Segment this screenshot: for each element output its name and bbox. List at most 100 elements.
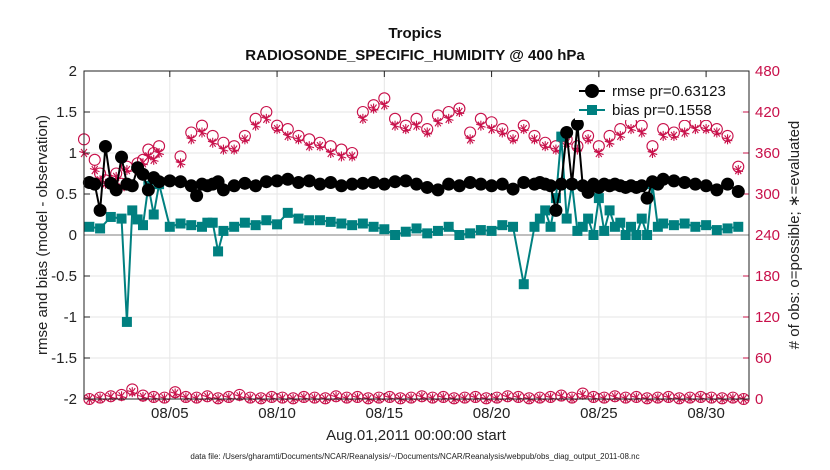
rmse-point: [549, 203, 563, 217]
x-tick-label: 08/20: [473, 405, 511, 422]
rmse-point: [270, 174, 284, 188]
bias-point: [314, 215, 325, 226]
x-tick-label: 08/30: [687, 405, 725, 422]
obs-evaluated-point: [733, 165, 744, 176]
obs-evaluated-point: [663, 392, 674, 403]
obs-evaluated-point: [282, 130, 293, 141]
obs-evaluated-point: [293, 134, 304, 145]
bias-point: [84, 221, 95, 232]
rmse-point: [688, 177, 702, 191]
obs-evaluated-point: [261, 113, 272, 124]
rmse-point: [560, 126, 574, 139]
bias-point: [95, 223, 106, 234]
x-tick-label: 08/15: [366, 405, 404, 422]
rmse-point: [377, 177, 391, 191]
bias-point: [116, 213, 127, 224]
bias-point: [465, 228, 476, 239]
rmse-point: [485, 179, 499, 193]
bias-point: [609, 221, 620, 232]
bias-point: [132, 214, 143, 225]
y2-axis-label: # of obs: o=possible; ∗=evaluated: [786, 121, 803, 350]
bias-point: [218, 225, 229, 236]
bias-point: [652, 221, 663, 232]
bias-point: [711, 225, 722, 236]
rmse-point: [640, 191, 654, 205]
obs-evaluated-point: [518, 124, 529, 135]
obs-evaluated-point: [170, 388, 181, 399]
rmse-point: [184, 179, 198, 193]
obs-evaluated-point: [374, 393, 384, 404]
obs-evaluated-point: [277, 393, 288, 404]
bias-point: [261, 215, 272, 226]
obs-evaluated-point: [636, 127, 647, 138]
rmse-point: [721, 177, 735, 191]
obs-evaluated-point: [331, 391, 341, 402]
obs-evaluated-point: [465, 134, 476, 145]
obs-evaluated-point: [647, 148, 658, 158]
rmse-point: [216, 183, 230, 197]
obs-evaluated-point: [148, 154, 159, 165]
legend-rmse-marker: [585, 84, 599, 98]
bias-point: [518, 279, 529, 290]
bias-point: [550, 193, 561, 204]
bias-point: [250, 220, 261, 231]
obs-evaluated-point: [218, 144, 229, 155]
legend-bias-marker: [587, 105, 597, 115]
obs-evaluated-point: [223, 392, 234, 403]
obs-evaluated-point: [722, 134, 733, 145]
legend-box: [575, 78, 741, 120]
x-tick-label: 08/10: [258, 405, 296, 422]
x-tick-label: 08/25: [580, 405, 618, 422]
bias-point: [137, 220, 148, 231]
obs-evaluated-point: [175, 158, 186, 169]
bias-point: [599, 225, 610, 236]
bias-point: [636, 213, 647, 224]
bias-point: [175, 218, 186, 229]
rmse-point: [227, 179, 241, 193]
bias-point: [213, 246, 224, 257]
bias-point: [572, 225, 583, 236]
obs-evaluated-point: [658, 130, 669, 141]
bias-point: [679, 218, 690, 229]
rmse-point: [431, 183, 445, 197]
rmse-point: [410, 177, 423, 191]
rmse-point: [420, 180, 434, 194]
y2-tick-label: 420: [755, 104, 780, 121]
bias-point: [583, 213, 594, 224]
y2-tick-label: 120: [755, 309, 780, 326]
x-axis-label: Aug.01,2011 00:00:00 start: [326, 427, 507, 444]
bias-point: [733, 221, 744, 232]
rmse-point: [249, 179, 263, 193]
obs-evaluated-point: [89, 165, 100, 176]
rmse-point: [463, 176, 477, 190]
bias-point: [357, 218, 368, 229]
rmse-point: [710, 183, 724, 197]
rmse-point: [667, 174, 681, 188]
rmse-point: [570, 117, 584, 131]
bias-point: [722, 223, 733, 234]
obs-evaluated-point: [416, 391, 427, 402]
obs-evaluated-point: [604, 137, 615, 148]
obs-evaluated-point: [615, 130, 626, 141]
obs-evaluated-point: [127, 387, 138, 398]
bias-point: [422, 228, 433, 239]
y-tick-label: 0: [69, 227, 77, 244]
bias-point: [229, 221, 240, 232]
legend-rmse-label: rmse pr=0.63123: [612, 83, 726, 100]
bias-point: [148, 209, 159, 220]
y-axis-label: rmse and bias (model - observation): [34, 115, 51, 355]
bias-point: [411, 223, 422, 234]
bias-point: [325, 216, 336, 227]
obs-evaluated-point: [422, 127, 433, 138]
bias-point: [475, 225, 486, 236]
obs-evaluated-point: [411, 120, 422, 131]
rmse-point: [544, 179, 558, 193]
bias-point: [556, 131, 567, 142]
rmse-point: [152, 175, 166, 189]
rmse-point: [136, 167, 150, 181]
obs-evaluated-point: [433, 117, 443, 128]
bias-point: [626, 221, 637, 232]
obs-evaluated-point: [154, 148, 165, 158]
obs-evaluated-point: [486, 124, 497, 135]
obs-evaluated-point: [315, 141, 325, 152]
